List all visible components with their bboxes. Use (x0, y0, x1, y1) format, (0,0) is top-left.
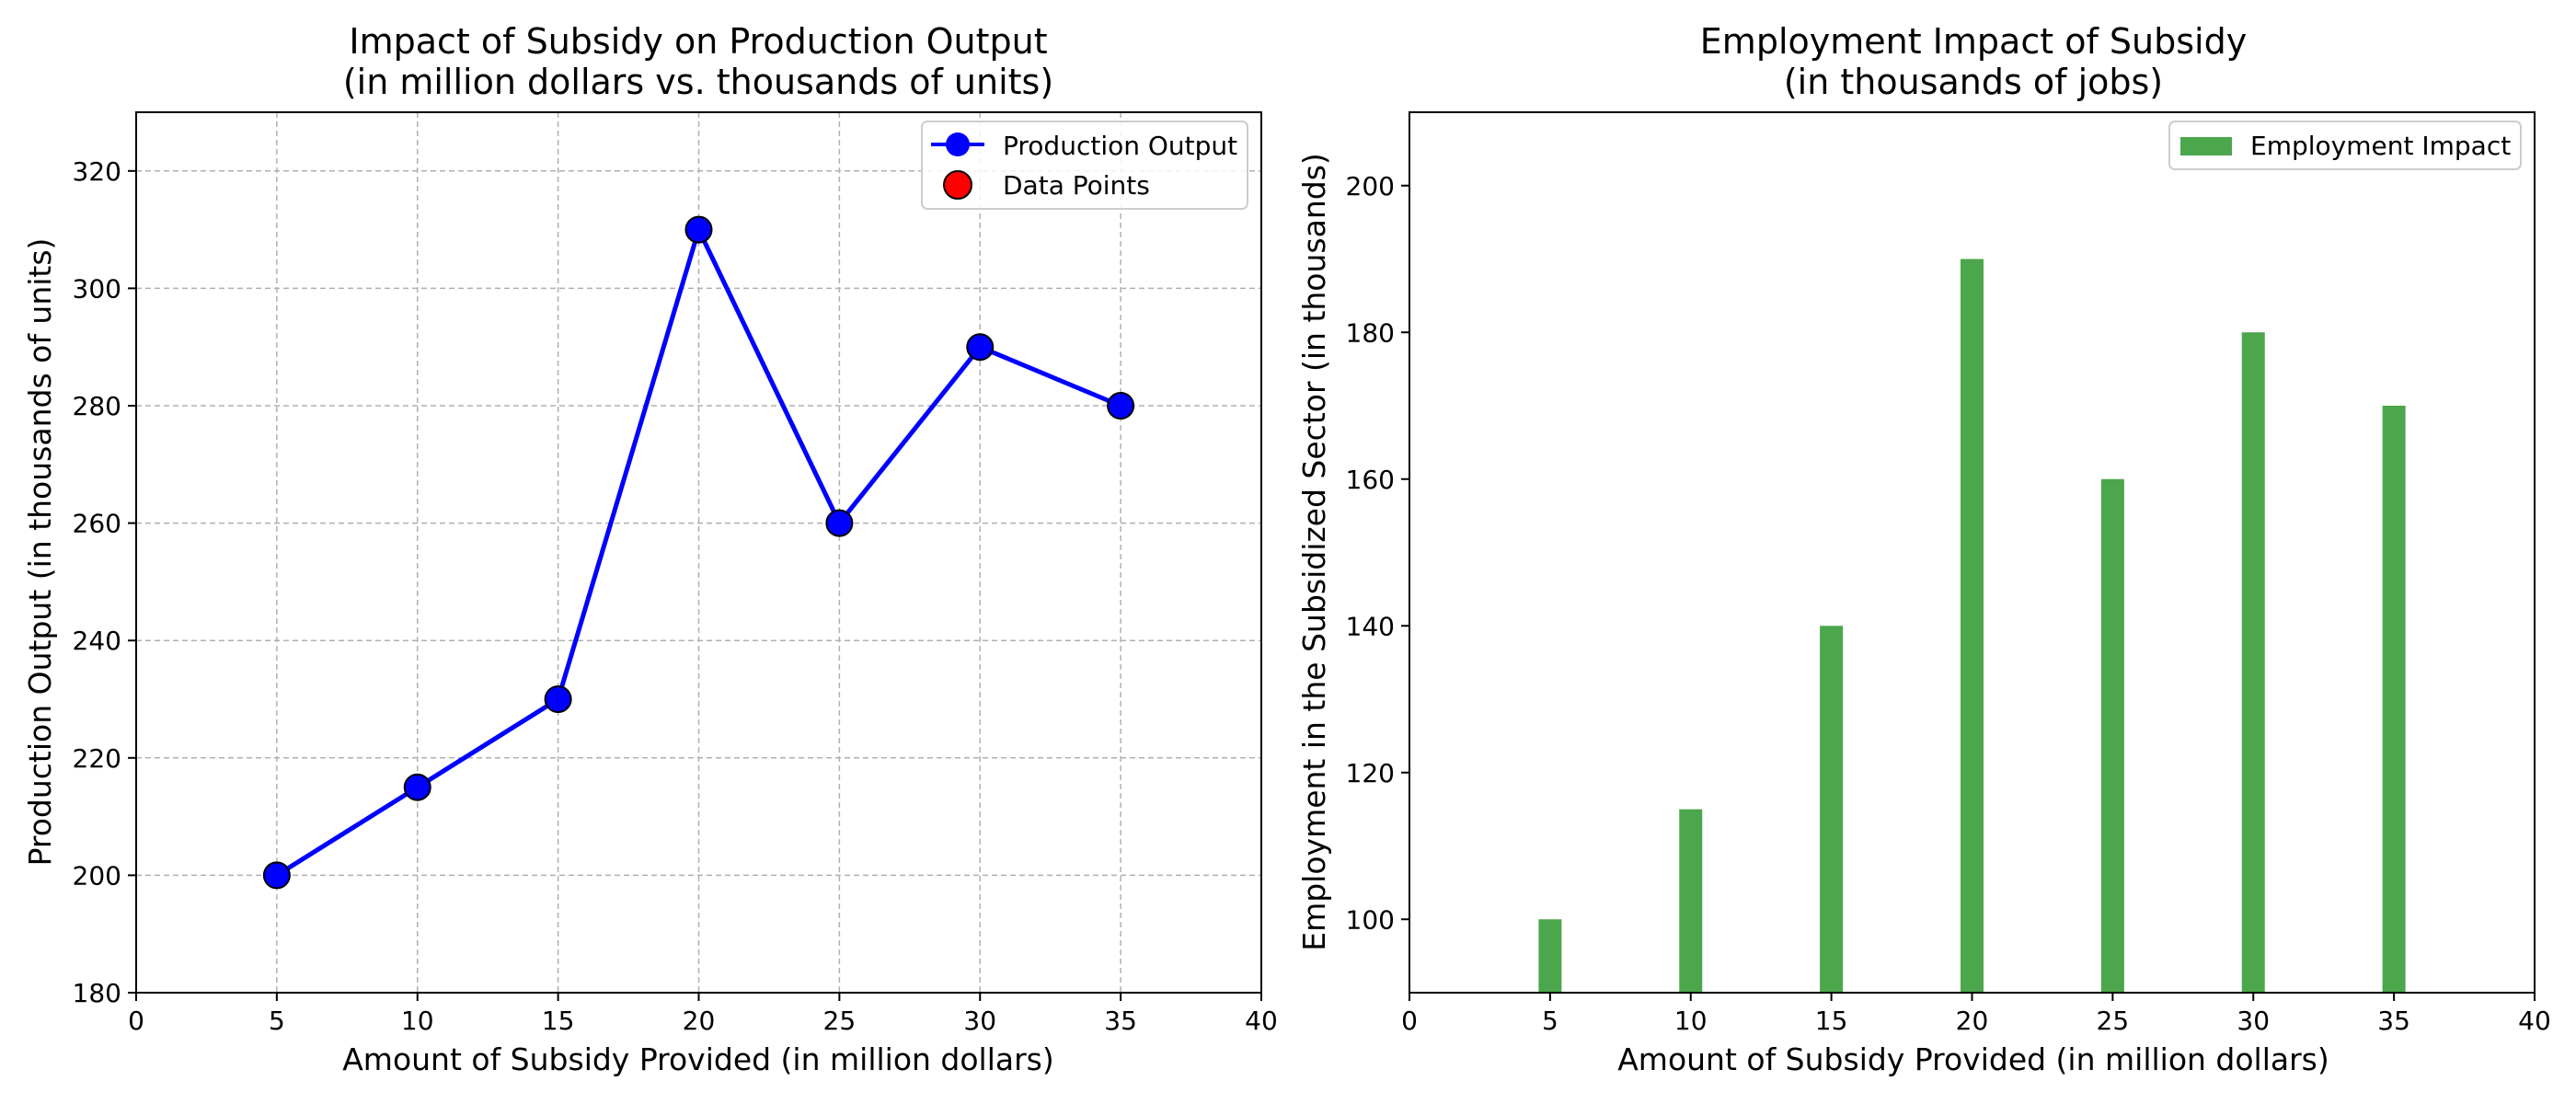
y-tick-label: 200 (1346, 171, 1395, 201)
y-tick-label: 140 (1346, 611, 1395, 641)
x-tick-label: 5 (269, 1006, 285, 1036)
y-tick-label: 260 (73, 509, 121, 539)
chart-employment-impact: Employment Impact of Subsidy (in thousan… (1296, 21, 2551, 1077)
x-tick-label: 30 (963, 1006, 996, 1036)
employment-bar (1820, 626, 1844, 993)
x-tick-label: 30 (2237, 1006, 2270, 1036)
y-tick-label: 160 (1346, 465, 1395, 495)
x-tick-label: 0 (1401, 1006, 1418, 1036)
x-tick-label: 10 (1674, 1006, 1708, 1036)
employment-bar (1961, 259, 1984, 993)
chart-title-line-1: Impact of Subsidy on Production Output (349, 21, 1047, 62)
data-point-marker (684, 215, 713, 244)
y-tick-label: 180 (1346, 317, 1395, 348)
y-tick-label: 240 (73, 626, 121, 656)
data-point-marker (966, 333, 995, 362)
y-tick-label: 120 (1346, 758, 1395, 788)
legend-label-employment-impact: Employment Impact (2250, 131, 2511, 161)
plot-area (1538, 259, 2406, 993)
legend-box (921, 121, 1248, 210)
data-point-marker (262, 861, 291, 890)
y-tick-label: 280 (73, 391, 121, 421)
y-tick-label: 200 (73, 860, 121, 891)
x-tick-label: 5 (1542, 1006, 1558, 1036)
legend-box (2168, 121, 2522, 170)
x-tick-label: 15 (542, 1006, 575, 1036)
legend-marker-swatch (946, 132, 970, 156)
grid (135, 112, 1262, 994)
chart-title-line-2: (in thousands of jobs) (1784, 62, 2163, 102)
legend-bar-swatch (2180, 137, 2232, 155)
y-axis-ticks: 180 200 220 240 260 280 300 320 (73, 156, 136, 1008)
legend-label-production-output: Production Output (1003, 131, 1237, 161)
plot-area (262, 215, 1135, 890)
x-tick-label: 20 (1956, 1006, 1989, 1036)
x-tick-label: 40 (1245, 1006, 1278, 1036)
x-axis-label: Amount of Subsidy Provided (in million d… (1617, 1041, 2329, 1077)
y-axis-ticks: 100 120 140 160 180 200 (1346, 171, 1409, 935)
x-tick-label: 15 (1815, 1006, 1848, 1036)
legend-label-data-points: Data Points (1003, 170, 1150, 201)
x-tick-label: 35 (1104, 1006, 1137, 1036)
y-tick-label: 100 (1346, 904, 1395, 935)
x-axis-label: Amount of Subsidy Provided (in million d… (342, 1041, 1054, 1077)
x-tick-label: 20 (683, 1006, 716, 1036)
y-axis-label: Production Output (in thousands of units… (22, 238, 58, 867)
employment-bar (2241, 332, 2265, 993)
chart-production-output: Impact of Subsidy on Production Output (… (22, 21, 1278, 1077)
employment-bar (2100, 478, 2124, 993)
x-tick-label: 25 (823, 1006, 857, 1036)
legend: Production Output Data Points (921, 121, 1248, 210)
y-axis-label: Employment in the Subsidized Sector (in … (1296, 153, 1332, 951)
employment-bar (1679, 809, 1703, 993)
x-axis-ticks: 0 5 10 15 20 25 30 35 40 (1401, 993, 2551, 1036)
x-tick-label: 40 (2518, 1006, 2551, 1036)
employment-bar (2382, 406, 2406, 993)
y-tick-label: 180 (73, 978, 121, 1008)
data-point-marker (403, 773, 431, 801)
chart-title-line-1: Employment Impact of Subsidy (1700, 21, 2247, 62)
x-axis-ticks: 0 5 10 15 20 25 30 35 40 (128, 993, 1278, 1036)
data-point-marker (544, 685, 572, 713)
data-point-marker (825, 509, 854, 537)
data-point-marker (1107, 392, 1135, 420)
legend: Employment Impact (2168, 121, 2522, 170)
y-tick-label: 300 (73, 273, 121, 304)
x-tick-label: 25 (2097, 1006, 2130, 1036)
legend-scatter-swatch (943, 170, 972, 200)
chart-title-line-2: (in million dollars vs. thousands of uni… (343, 62, 1053, 102)
x-tick-label: 0 (128, 1006, 144, 1036)
y-tick-label: 220 (73, 743, 121, 774)
x-tick-label: 35 (2377, 1006, 2410, 1036)
y-tick-label: 320 (73, 156, 121, 187)
employment-bar (1538, 919, 1562, 993)
x-tick-label: 10 (401, 1006, 434, 1036)
